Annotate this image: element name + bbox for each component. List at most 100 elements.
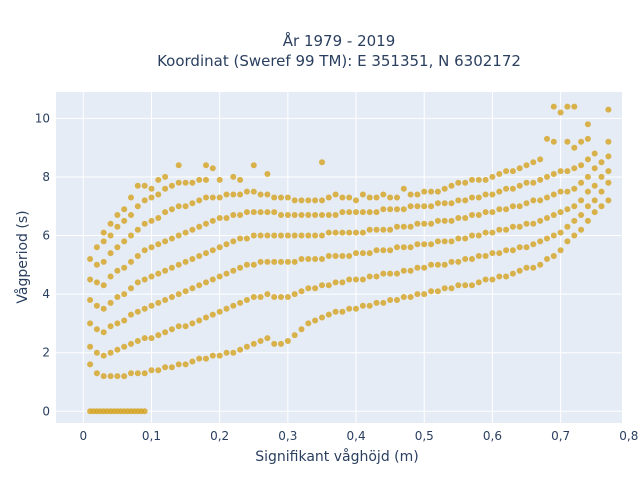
data-point bbox=[598, 203, 605, 210]
data-point bbox=[366, 250, 373, 257]
data-point bbox=[216, 176, 223, 183]
data-point bbox=[196, 317, 203, 324]
data-point bbox=[209, 352, 216, 359]
data-point bbox=[407, 203, 414, 210]
data-point bbox=[516, 244, 523, 251]
data-point bbox=[284, 194, 291, 201]
data-point bbox=[134, 226, 141, 233]
data-point bbox=[537, 197, 544, 204]
data-point bbox=[434, 261, 441, 268]
data-point bbox=[455, 282, 462, 289]
data-point bbox=[516, 165, 523, 172]
data-point bbox=[305, 197, 312, 204]
data-point bbox=[509, 185, 516, 192]
data-point bbox=[168, 264, 175, 271]
data-point bbox=[155, 241, 162, 248]
data-point bbox=[373, 194, 380, 201]
data-point bbox=[250, 188, 257, 195]
data-point bbox=[353, 209, 359, 216]
data-point bbox=[516, 182, 523, 189]
data-point bbox=[475, 253, 482, 259]
data-point bbox=[475, 232, 482, 239]
data-point bbox=[448, 200, 455, 207]
data-point bbox=[591, 182, 598, 189]
data-point bbox=[489, 250, 496, 257]
data-point bbox=[162, 329, 169, 336]
data-point bbox=[264, 335, 271, 342]
data-point bbox=[100, 305, 107, 312]
data-point bbox=[196, 253, 203, 259]
data-point bbox=[482, 253, 489, 259]
data-point bbox=[509, 168, 516, 175]
data-point bbox=[182, 361, 189, 368]
y-tick-label: 0 bbox=[42, 404, 50, 418]
data-point bbox=[591, 197, 598, 204]
data-point bbox=[168, 326, 175, 333]
data-point bbox=[346, 194, 353, 201]
data-point bbox=[550, 171, 557, 177]
data-point bbox=[284, 212, 291, 218]
data-point bbox=[182, 258, 189, 265]
data-point bbox=[469, 176, 475, 183]
data-point bbox=[114, 320, 121, 327]
data-point bbox=[469, 212, 475, 218]
data-point bbox=[591, 150, 598, 157]
data-point bbox=[503, 247, 510, 254]
data-point bbox=[475, 194, 482, 201]
data-point bbox=[428, 288, 435, 295]
data-point bbox=[121, 264, 128, 271]
data-point bbox=[434, 288, 441, 295]
data-point bbox=[598, 188, 605, 195]
data-point bbox=[155, 270, 162, 277]
data-point bbox=[237, 299, 244, 306]
data-point bbox=[107, 323, 114, 330]
data-point bbox=[530, 241, 537, 248]
data-point bbox=[107, 373, 114, 380]
data-point bbox=[93, 302, 100, 309]
data-point bbox=[325, 311, 332, 318]
data-point bbox=[475, 279, 482, 286]
data-point bbox=[243, 297, 250, 303]
data-point bbox=[400, 185, 407, 192]
data-point bbox=[482, 229, 489, 236]
data-point bbox=[148, 244, 155, 251]
data-point bbox=[455, 197, 462, 204]
data-point bbox=[509, 247, 516, 254]
data-point bbox=[359, 302, 366, 309]
data-point bbox=[564, 138, 571, 145]
data-point bbox=[155, 191, 162, 198]
data-point bbox=[107, 273, 114, 280]
data-point bbox=[394, 223, 400, 230]
grid-lines bbox=[56, 92, 630, 423]
data-point bbox=[346, 305, 353, 312]
data-point bbox=[475, 212, 482, 218]
data-point bbox=[441, 261, 448, 268]
data-point bbox=[121, 291, 128, 298]
data-point bbox=[107, 250, 114, 257]
data-point bbox=[414, 191, 421, 198]
data-point bbox=[339, 209, 346, 216]
data-point bbox=[230, 349, 237, 356]
data-point bbox=[584, 156, 591, 163]
data-point bbox=[544, 194, 550, 201]
data-point bbox=[482, 209, 489, 216]
data-point bbox=[93, 244, 100, 251]
data-point bbox=[148, 335, 155, 342]
data-point bbox=[584, 173, 591, 180]
data-point bbox=[134, 253, 141, 259]
data-point bbox=[250, 209, 257, 216]
data-point bbox=[298, 212, 305, 218]
data-point bbox=[380, 270, 387, 277]
data-point bbox=[346, 253, 353, 259]
data-point bbox=[489, 191, 496, 198]
data-point bbox=[428, 188, 435, 195]
data-point bbox=[400, 206, 407, 213]
data-point bbox=[469, 256, 475, 262]
data-point bbox=[359, 191, 366, 198]
data-point bbox=[353, 250, 359, 257]
data-point bbox=[428, 220, 435, 227]
data-point bbox=[550, 232, 557, 239]
data-point bbox=[189, 285, 196, 292]
data-point bbox=[537, 238, 544, 245]
